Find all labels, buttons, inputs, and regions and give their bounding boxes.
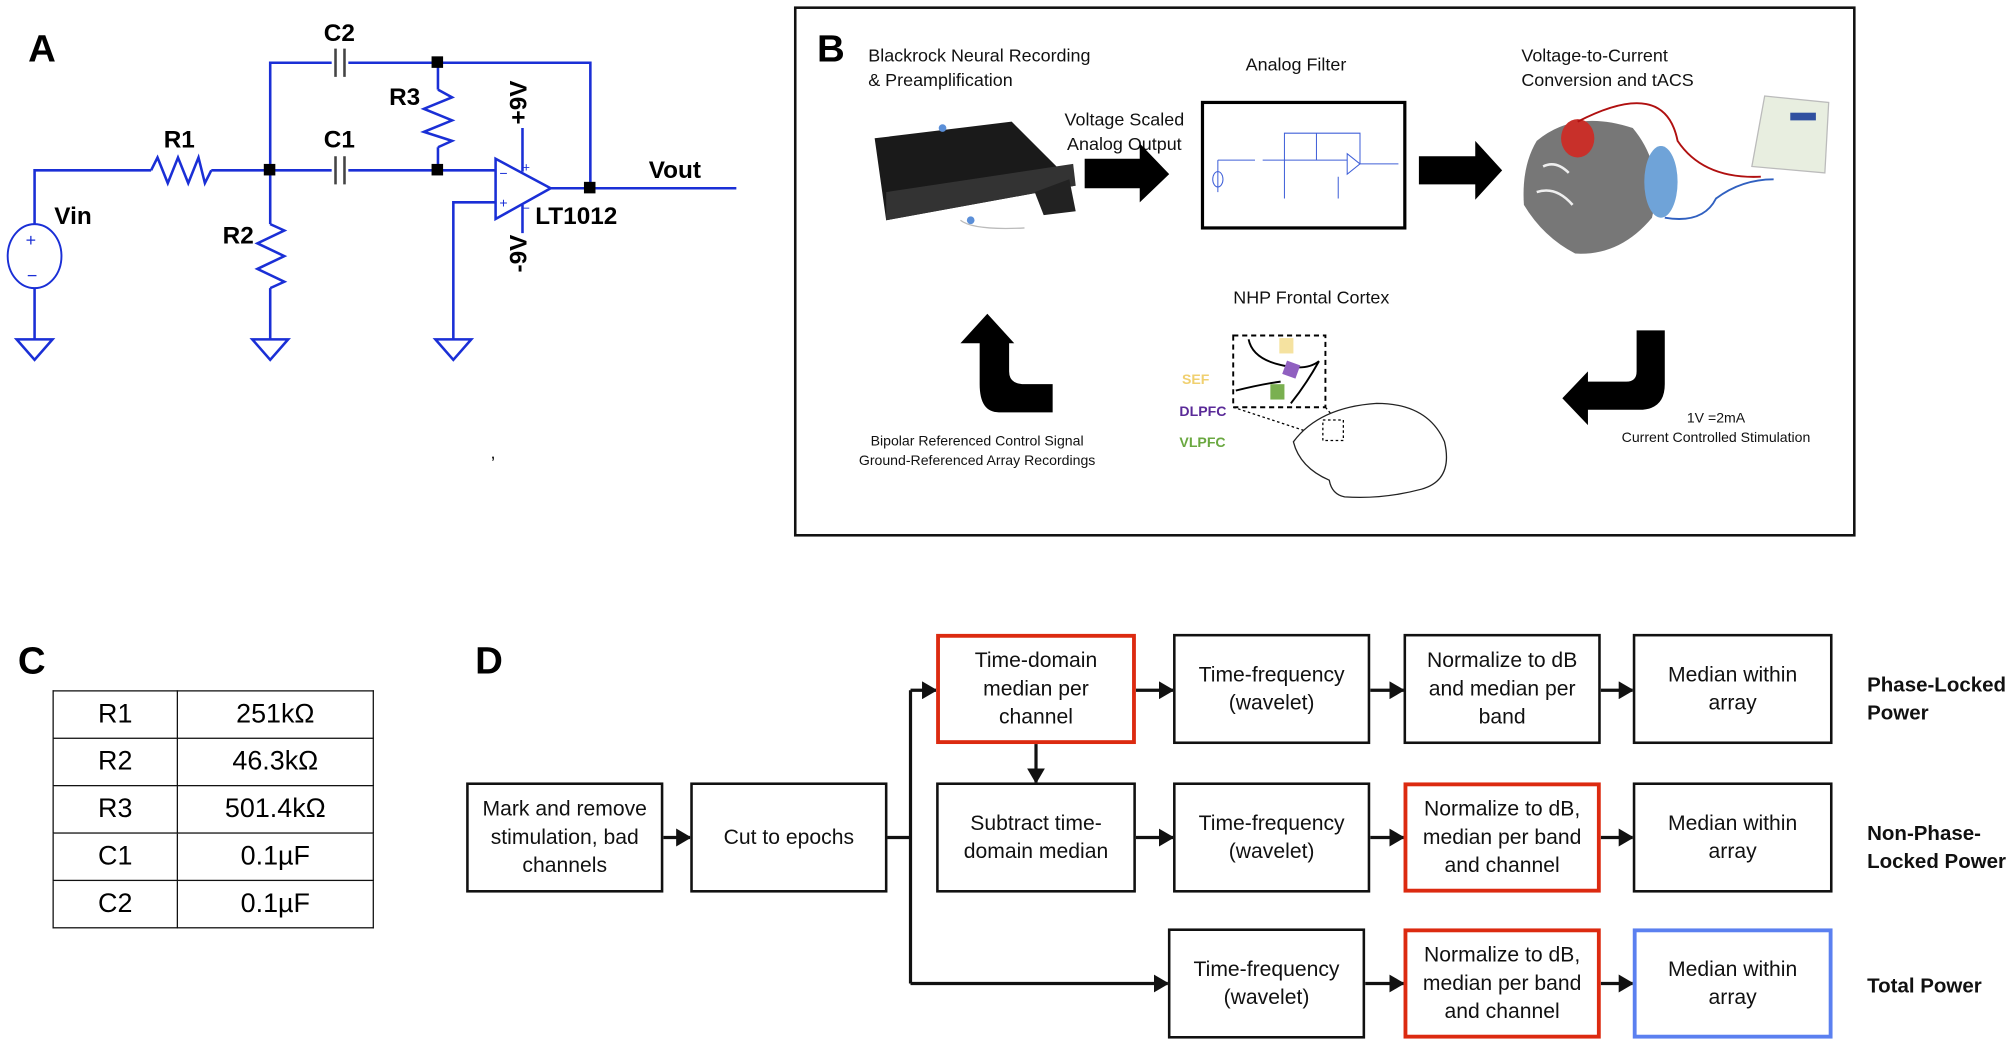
brain-outline-icon	[1292, 402, 1448, 499]
stim-caption: Current Controlled Stimulation	[1621, 430, 1811, 446]
box-median-row1: Median within array	[1632, 633, 1833, 745]
component-name: C2	[52, 879, 179, 929]
table-row: R3 501.4kΩ	[52, 785, 374, 834]
box-normalize-row2: Normalize to dB, median per band and cha…	[1403, 782, 1601, 893]
box-tf-row3: Time-frequency (wavelet)	[1167, 928, 1366, 1039]
label-c2: C2	[323, 20, 355, 48]
stim-scale: 1V =2mA	[1686, 411, 1746, 427]
filter-title: Analog Filter	[1245, 53, 1347, 75]
trunk-line	[887, 690, 913, 984]
box-median-row3: Median within array	[1632, 928, 1833, 1039]
junction-node	[431, 56, 444, 68]
label-opamp: LT1012	[535, 203, 618, 231]
arrow-right-icon	[1418, 140, 1503, 200]
panel-a-label: A	[28, 28, 56, 71]
svg-text:−: −	[499, 165, 507, 181]
row-label-total-power: Total Power	[1867, 975, 1982, 998]
component-value: 251kΩ	[176, 690, 374, 739]
box-mark-remove: Mark and remove stimulation, bad channel…	[466, 782, 664, 893]
arrow-up-icon	[960, 313, 1053, 413]
box-median-row2: Median within array	[1632, 782, 1833, 893]
junction-node	[431, 163, 444, 176]
monkey-head-icon	[1523, 102, 1774, 254]
component-value: 501.4kΩ	[176, 785, 374, 834]
stray-mark: ,	[490, 441, 496, 463]
arrow-down-left-icon	[1562, 330, 1665, 426]
wire-top	[268, 61, 592, 189]
recording-title: Blackrock Neural Recording & Preamplific…	[868, 44, 1091, 90]
panel-b-graphics	[874, 95, 1830, 499]
svg-text:−: −	[27, 266, 37, 286]
recording-device-icon	[874, 121, 1076, 230]
label-r2: R2	[222, 222, 254, 250]
component-name: R3	[52, 785, 179, 834]
table-row: R2 46.3kΩ	[52, 737, 374, 787]
svg-text:+: +	[26, 230, 36, 250]
region-dlpfc: DLPFC	[1179, 404, 1227, 421]
row-label-non-phase-locked: Non-Phase- Locked Power	[1867, 823, 2007, 874]
cortex-title: NHP Frontal Cortex	[1233, 286, 1390, 308]
box-time-domain-median: Time-domain median per channel	[936, 633, 1136, 745]
svg-text:+: +	[522, 160, 529, 175]
schematic: +− −+ +−	[6, 48, 737, 362]
label-r3: R3	[389, 84, 421, 112]
component-name: C1	[52, 832, 179, 882]
capacitor-c1-icon	[334, 156, 346, 185]
label-vin: Vin	[54, 203, 92, 231]
ground-icon	[432, 338, 475, 362]
panel-d-label: D	[475, 640, 503, 683]
voltage-source-icon	[6, 223, 63, 290]
box-subtract-median: Subtract time- domain median	[936, 782, 1136, 893]
component-name: R1	[52, 690, 179, 739]
junction-node	[263, 163, 276, 176]
opamp-icon	[494, 156, 554, 222]
component-value: 0.1µF	[176, 879, 374, 929]
component-value: 0.1µF	[176, 832, 374, 882]
label-vout: Vout	[648, 157, 702, 185]
feedback-caption: Bipolar Referenced Control Signal Ground…	[858, 434, 1096, 469]
capacitor-c2-icon	[334, 48, 346, 77]
box-tf-row2: Time-frequency (wavelet)	[1173, 782, 1371, 893]
component-values-table: R1 251kΩ R2 46.3kΩ R3 501.4kΩ C1 0.1µF C2 0.1…	[52, 690, 374, 929]
region-vlpfc: VLPFC	[1179, 435, 1226, 451]
conversion-title: Voltage-to-Current Conversion and tACS	[1521, 44, 1694, 90]
box-normalize-row3: Normalize to dB, median per band and cha…	[1403, 928, 1601, 1039]
panel-c-label: C	[17, 640, 46, 683]
component-value: 46.3kΩ	[176, 737, 374, 787]
label-r1: R1	[163, 126, 195, 154]
label-c1: C1	[323, 126, 355, 154]
resistor-r3-icon	[420, 88, 456, 149]
filter-schematic-thumbnail	[1200, 100, 1407, 230]
box-normalize-row1: Normalize to dB and median per band	[1403, 633, 1601, 745]
box-cut-epochs: Cut to epochs	[690, 782, 888, 893]
resistor-r2-icon	[254, 222, 288, 290]
ground-icon	[249, 338, 291, 362]
junction-node	[583, 181, 596, 194]
svg-text:−: −	[522, 201, 529, 216]
table-row: C2 0.1µF	[52, 879, 374, 929]
region-sef: SEF	[1181, 372, 1210, 389]
table-row: R1 251kΩ	[52, 690, 374, 739]
panel-b-label: B	[817, 28, 845, 71]
arrow-right-icon	[1084, 143, 1170, 203]
row-label-phase-locked: Phase-Locked Power	[1867, 674, 2007, 725]
resistor-r1-icon	[149, 153, 213, 187]
box-tf-row1: Time-frequency (wavelet)	[1173, 633, 1371, 745]
table-row: C1 0.1µF	[52, 832, 374, 882]
ground-icon	[13, 338, 56, 362]
component-name: R2	[52, 737, 179, 787]
svg-text:+: +	[499, 194, 507, 210]
panel-b-frame	[793, 6, 1856, 537]
stimulator-device-icon	[1751, 95, 1830, 174]
